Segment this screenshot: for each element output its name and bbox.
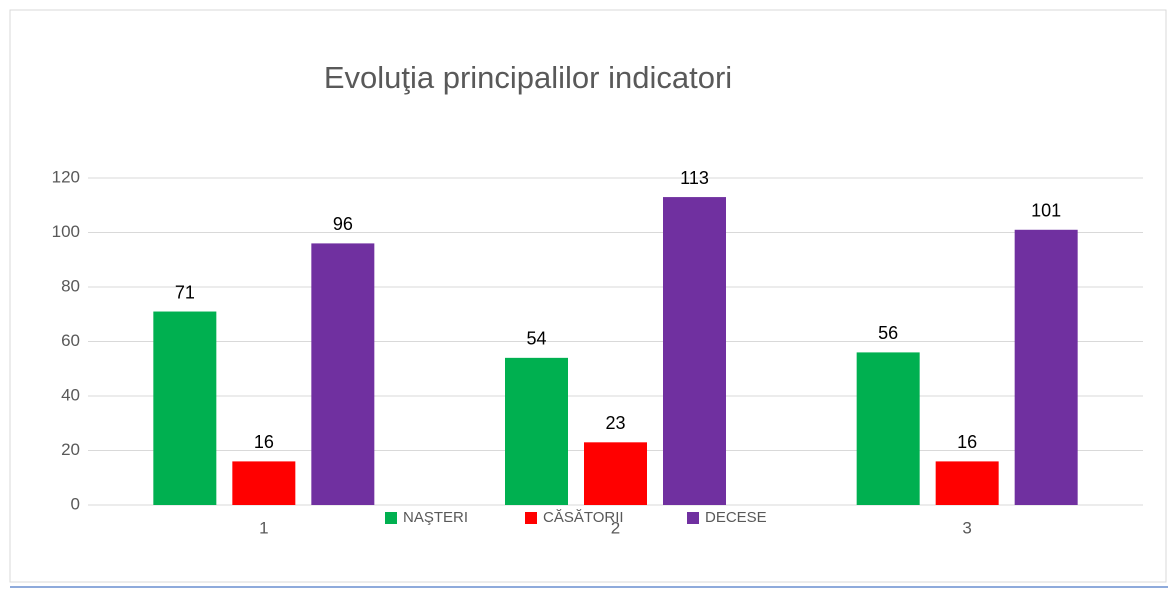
data-label: 16 [957, 432, 977, 452]
x-tick-label: 1 [259, 518, 268, 537]
y-tick-label: 120 [52, 167, 80, 186]
bar [153, 311, 217, 505]
data-label: 71 [175, 282, 195, 302]
data-label: 54 [526, 329, 546, 349]
legend-swatch [525, 512, 537, 524]
data-label: 23 [605, 413, 625, 433]
data-label: 96 [333, 214, 353, 234]
chart-title: Evoluţia principalilor indicatori [324, 60, 732, 95]
legend-label: NAŞTERI [403, 509, 468, 526]
data-label: 113 [680, 168, 709, 188]
bar [311, 243, 375, 505]
y-tick-label: 80 [61, 276, 80, 295]
y-tick-label: 20 [61, 440, 80, 459]
bar [856, 352, 920, 505]
x-tick-label: 3 [962, 518, 971, 537]
data-label: 56 [878, 323, 898, 343]
data-label: 16 [254, 432, 274, 452]
legend-swatch [687, 512, 699, 524]
bar [935, 461, 999, 505]
y-tick-label: 0 [71, 494, 80, 513]
bar [1014, 229, 1078, 505]
data-label: 101 [1031, 201, 1061, 221]
bar [663, 197, 726, 505]
legend-swatch [385, 512, 397, 524]
bar [232, 461, 296, 505]
y-tick-label: 60 [61, 331, 80, 350]
legend-label: CĂSĂTORII [543, 509, 624, 526]
bar [584, 442, 647, 505]
y-tick-label: 100 [52, 222, 80, 241]
x-tick-label: 2 [611, 518, 620, 537]
legend-label: DECESE [705, 509, 767, 526]
y-tick-label: 40 [61, 385, 80, 404]
bar [505, 357, 568, 505]
